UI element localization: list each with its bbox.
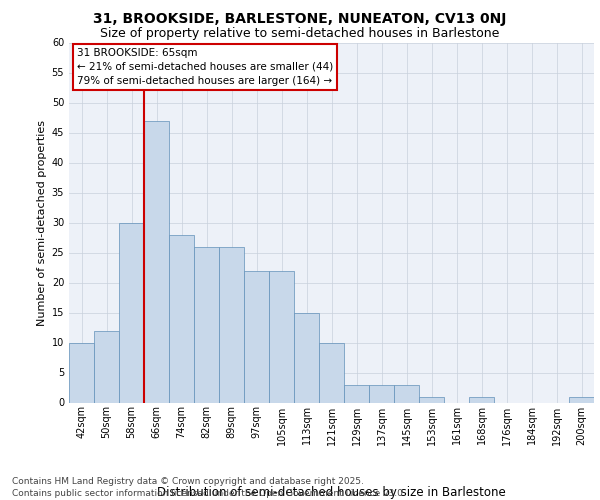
Y-axis label: Number of semi-detached properties: Number of semi-detached properties	[37, 120, 47, 326]
Bar	[94, 330, 119, 402]
Bar	[394, 384, 419, 402]
Bar	[194, 246, 219, 402]
Bar	[144, 120, 169, 402]
Text: 31, BROOKSIDE, BARLESTONE, NUNEATON, CV13 0NJ: 31, BROOKSIDE, BARLESTONE, NUNEATON, CV1…	[94, 12, 506, 26]
Bar	[569, 396, 594, 402]
Bar	[294, 312, 319, 402]
Bar	[169, 234, 194, 402]
Bar	[69, 342, 94, 402]
Bar	[244, 270, 269, 402]
Bar	[369, 384, 394, 402]
Bar	[219, 246, 244, 402]
Bar	[319, 342, 344, 402]
Text: Size of property relative to semi-detached houses in Barlestone: Size of property relative to semi-detach…	[100, 28, 500, 40]
Text: Contains HM Land Registry data © Crown copyright and database right 2025.
Contai: Contains HM Land Registry data © Crown c…	[12, 476, 406, 498]
Bar	[344, 384, 369, 402]
Bar	[119, 222, 144, 402]
Bar	[419, 396, 444, 402]
Bar	[469, 396, 494, 402]
Text: 31 BROOKSIDE: 65sqm
← 21% of semi-detached houses are smaller (44)
79% of semi-d: 31 BROOKSIDE: 65sqm ← 21% of semi-detach…	[77, 48, 333, 86]
X-axis label: Distribution of semi-detached houses by size in Barlestone: Distribution of semi-detached houses by …	[157, 486, 506, 499]
Bar	[269, 270, 294, 402]
